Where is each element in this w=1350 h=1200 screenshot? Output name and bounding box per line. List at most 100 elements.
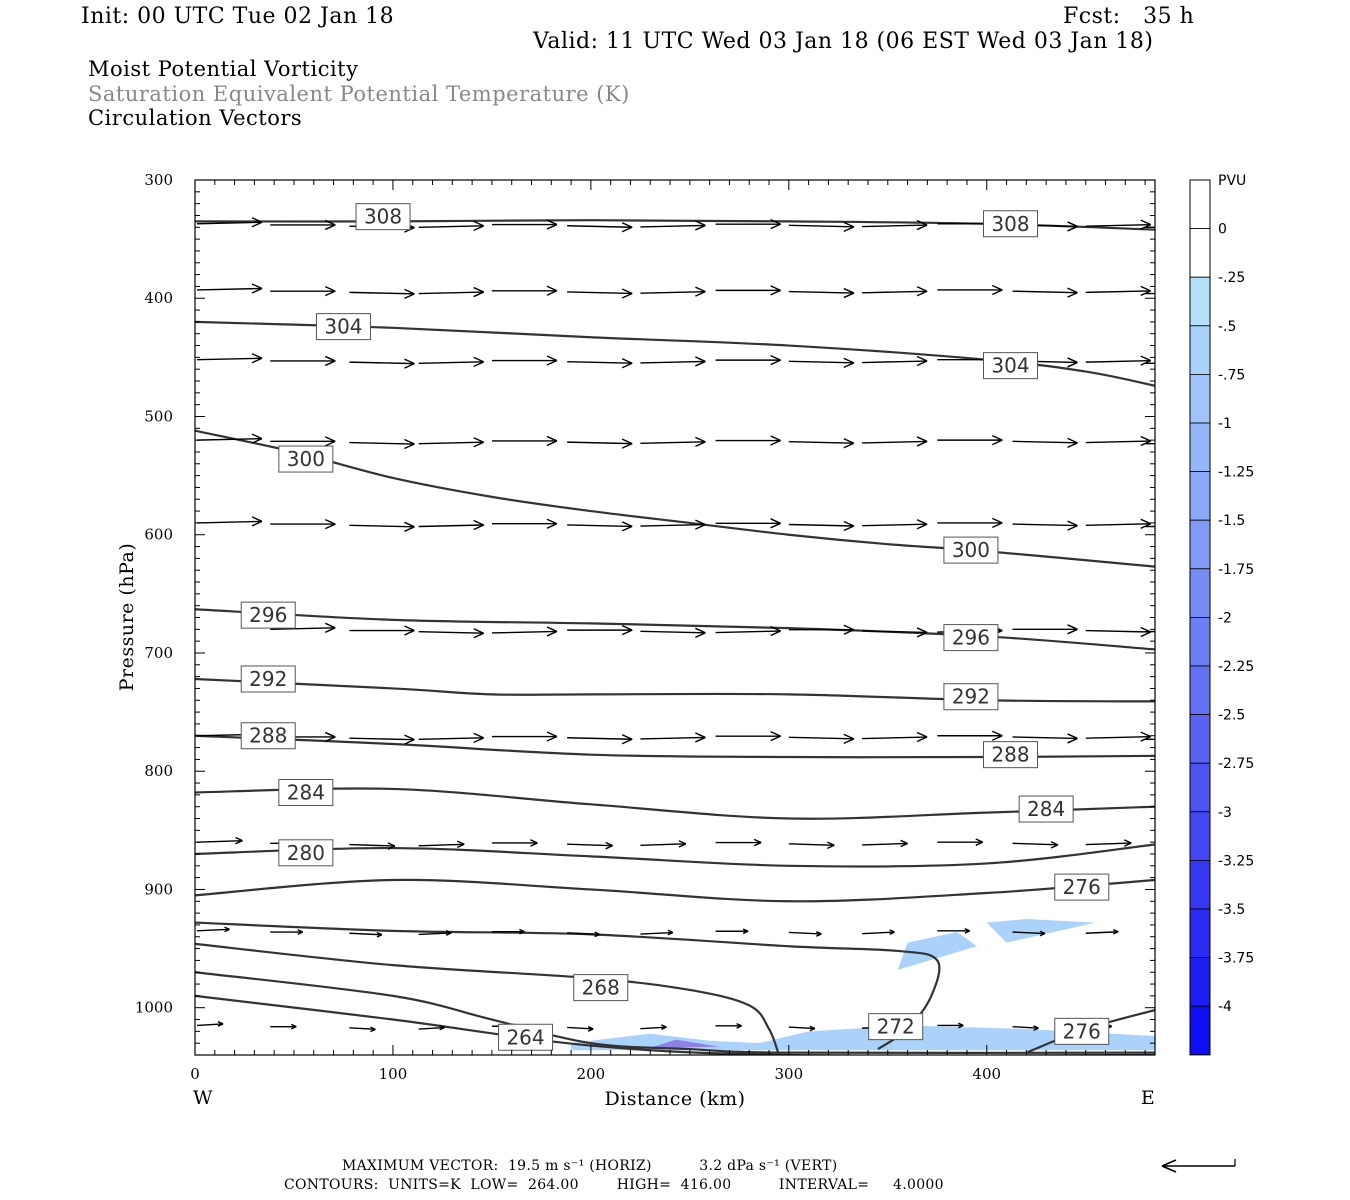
- circulation-vector: [788, 221, 855, 232]
- circulation-vector: [270, 1023, 297, 1030]
- circulation-vector: [1012, 733, 1078, 744]
- colorbar-box: [1189, 957, 1211, 1007]
- circulation-vector: [567, 624, 633, 636]
- theta-contour-300: [195, 429, 1155, 568]
- circulation-vector: [1085, 355, 1152, 366]
- circulation-vector: [491, 839, 538, 847]
- circulation-vector: [640, 436, 706, 447]
- theta-contour-260: [195, 994, 1155, 1055]
- colorbar-box: [1189, 714, 1211, 764]
- circulation-vector: [715, 354, 781, 366]
- circulation-vector: [788, 287, 855, 299]
- x-tick-label: 100: [379, 1065, 408, 1083]
- circulation-vector: [270, 219, 336, 231]
- svg-text:280: 280: [287, 841, 325, 865]
- circulation-vector: [567, 841, 613, 850]
- circulation-vector: [491, 731, 558, 742]
- x-left-end-label: W: [193, 1087, 213, 1109]
- circulation-vector: [1085, 518, 1152, 529]
- circulation-vector: [491, 518, 558, 529]
- theta-contour-284: [195, 787, 1155, 820]
- svg-text:284: 284: [1027, 797, 1065, 821]
- y-tick-label: 600: [144, 526, 173, 544]
- circulation-vector: [937, 434, 1003, 446]
- circulation-vector: [862, 839, 908, 848]
- circulation-vector: [788, 733, 855, 744]
- circulation-vector: [1085, 435, 1152, 447]
- circulation-vector: [567, 288, 633, 299]
- colorbar-level-label: -1: [1218, 416, 1232, 432]
- colorbar-level-label: -.25: [1218, 270, 1245, 286]
- colorbar-level-label: -3: [1218, 805, 1232, 821]
- contour-label-288: 288: [240, 722, 296, 750]
- circulation-vector: [349, 288, 415, 300]
- colorbar-level-label: -.5: [1218, 319, 1236, 335]
- colorbar-level-label: -2.75: [1218, 756, 1254, 772]
- circulation-vector: [418, 437, 484, 448]
- pv-area: [650, 1039, 720, 1048]
- y-tick-label: 500: [144, 407, 173, 425]
- circulation-vector: [567, 1026, 594, 1032]
- circulation-vector: [715, 928, 749, 935]
- svg-text:292: 292: [249, 667, 287, 691]
- svg-text:268: 268: [582, 976, 620, 1000]
- circulation-vector: [715, 435, 781, 446]
- svg-text:292: 292: [952, 685, 990, 709]
- svg-text:300: 300: [287, 447, 325, 471]
- circulation-vector: [349, 521, 415, 532]
- circulation-vector: [491, 285, 558, 296]
- contour-label-268: 268: [573, 974, 629, 1002]
- circulation-vector: [196, 353, 263, 364]
- colorbar-level-label: -.75: [1218, 367, 1245, 383]
- colorbar-box: [1189, 373, 1211, 424]
- circulation-vector: [196, 1021, 224, 1027]
- circulation-vector: [937, 517, 1003, 529]
- y-axis-label: Pressure (hPa): [116, 543, 138, 692]
- y-tick-label: 800: [144, 762, 173, 780]
- circulation-vector: [1012, 520, 1078, 531]
- y-tick-label: 300: [144, 171, 173, 189]
- theta-contour-296: [195, 608, 1155, 651]
- circulation-vector: [1012, 624, 1078, 635]
- circulation-vector: [788, 841, 835, 850]
- contour-label-292: 292: [240, 665, 296, 693]
- circulation-vector: [862, 436, 928, 447]
- pv-area: [571, 1025, 1155, 1051]
- circulation-vector: [270, 929, 304, 935]
- forecast-hour: Fcst: 35 h: [1063, 4, 1195, 29]
- circulation-vector: [1085, 839, 1132, 847]
- contour-label-304: 304: [315, 313, 371, 341]
- theta-contour-268: [195, 942, 780, 1055]
- circulation-vector: [715, 625, 781, 637]
- contour-label-300: 300: [278, 445, 334, 473]
- contour-label-284: 284: [1018, 795, 1074, 823]
- contour-label-292: 292: [943, 683, 999, 711]
- circulation-vector: [491, 626, 558, 637]
- circulation-vector: [196, 283, 263, 294]
- circulation-vector: [1012, 930, 1046, 937]
- colorbar-level-label: -3.25: [1218, 853, 1254, 869]
- valid-time: Valid: 11 UTC Wed 03 Jan 18 (06 EST Wed …: [533, 29, 1154, 54]
- contour-info: CONTOURS: UNITS=K LOW= 264.00 HIGH= 416.…: [284, 1177, 944, 1193]
- contour-label-296: 296: [240, 601, 296, 629]
- y-tick-label: 900: [144, 880, 173, 898]
- circulation-vector: [567, 438, 633, 449]
- theta-contour-280: [195, 843, 1155, 868]
- svg-text:288: 288: [249, 724, 287, 748]
- circulation-vector: [567, 931, 600, 938]
- circulation-vector: [715, 518, 781, 529]
- circulation-vector: [349, 842, 396, 850]
- circulation-vector: [567, 222, 633, 233]
- colorbar-level-label: -1.75: [1218, 562, 1254, 578]
- circulation-vector: [418, 519, 484, 531]
- circulation-vector: [1085, 285, 1152, 297]
- circulation-vector: [1012, 1025, 1039, 1032]
- colorbar-box: [1189, 811, 1211, 861]
- circulation-vector: [270, 355, 336, 367]
- init-time: Init: 00 UTC Tue 02 Jan 18: [81, 4, 395, 29]
- colorbar-level-label: -3.75: [1218, 951, 1254, 967]
- colorbar-box: [1189, 228, 1211, 278]
- circulation-vector: [937, 730, 1003, 741]
- svg-text:276: 276: [1063, 1019, 1101, 1043]
- field-title-theta: Saturation Equivalent Potential Temperat…: [88, 82, 630, 106]
